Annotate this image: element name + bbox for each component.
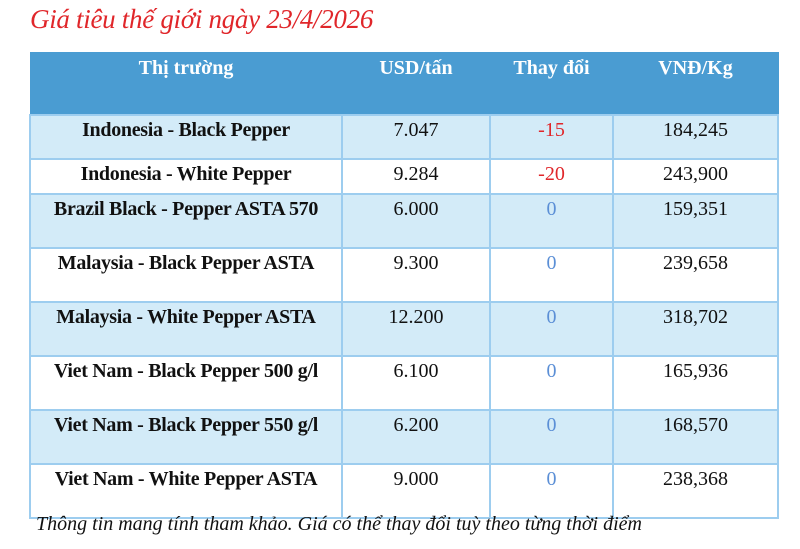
change-cell: -15	[489, 114, 614, 160]
market-cell: Viet Nam - Black Pepper 550 g/l	[29, 409, 343, 465]
market-cell: Indonesia - Black Pepper	[29, 114, 343, 160]
change-cell: 0	[489, 409, 614, 465]
table-row: Viet Nam - Black Pepper 550 g/l 6.200 0 168…	[29, 409, 779, 465]
vnd-cell: 243,900	[612, 158, 779, 195]
market-cell: Viet Nam - White Pepper ASTA	[29, 463, 343, 519]
vnd-cell: 159,351	[612, 193, 779, 249]
header-change: Thay đổi	[489, 52, 614, 116]
market-cell: Viet Nam - Black Pepper 500 g/l	[29, 355, 343, 411]
table-header: Thị trường USD/tấn Thay đổi VNĐ/Kg	[29, 52, 779, 116]
table-row: Indonesia - White Pepper 9.284 -20 243,900	[29, 158, 779, 195]
market-cell: Indonesia - White Pepper	[29, 158, 343, 195]
change-cell: 0	[489, 355, 614, 411]
usd-cell: 6.200	[341, 409, 491, 465]
vnd-cell: 165,936	[612, 355, 779, 411]
market-cell: Malaysia - Black Pepper ASTA	[29, 247, 343, 303]
table-row: Viet Nam - Black Pepper 500 g/l 6.100 0 165…	[29, 355, 779, 411]
market-cell: Brazil Black - Pepper ASTA 570	[29, 193, 343, 249]
usd-cell: 9.284	[341, 158, 491, 195]
vnd-cell: 318,702	[612, 301, 779, 357]
usd-cell: 6.100	[341, 355, 491, 411]
usd-cell: 9.000	[341, 463, 491, 519]
vnd-cell: 239,658	[612, 247, 779, 303]
header-vnd: VNĐ/Kg	[612, 52, 779, 116]
table-row: Indonesia - Black Pepper 7.047 -15 184,245	[29, 114, 779, 160]
vnd-cell: 238,368	[612, 463, 779, 519]
table-row: Malaysia - White Pepper ASTA 12.200 0 318,7…	[29, 301, 779, 357]
vnd-cell: 184,245	[612, 114, 779, 160]
vnd-cell: 168,570	[612, 409, 779, 465]
header-market: Thị trường	[29, 52, 343, 116]
usd-cell: 9.300	[341, 247, 491, 303]
header-usd: USD/tấn	[341, 52, 491, 116]
change-cell: 0	[489, 193, 614, 249]
disclaimer-note: Thông tin mang tính tham khảo. Giá có th…	[36, 513, 642, 535]
usd-cell: 6.000	[341, 193, 491, 249]
change-cell: -20	[489, 158, 614, 195]
pepper-price-table: Thị trường USD/tấn Thay đổi VNĐ/Kg Indon…	[29, 52, 779, 519]
change-cell: 0	[489, 247, 614, 303]
usd-cell: 12.200	[341, 301, 491, 357]
table-row: Malaysia - Black Pepper ASTA 9.300 0 239,65…	[29, 247, 779, 303]
change-cell: 0	[489, 463, 614, 519]
change-cell: 0	[489, 301, 614, 357]
page-title: Giá tiêu thế giới ngày 23/4/2026	[30, 4, 374, 34]
table-row: Viet Nam - White Pepper ASTA 9.000 0 238,36…	[29, 463, 779, 519]
table-row: Brazil Black - Pepper ASTA 570 6.000 0 159,…	[29, 193, 779, 249]
market-cell: Malaysia - White Pepper ASTA	[29, 301, 343, 357]
usd-cell: 7.047	[341, 114, 491, 160]
